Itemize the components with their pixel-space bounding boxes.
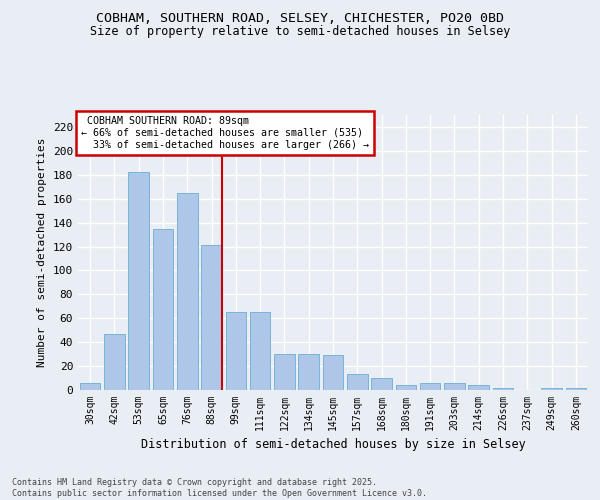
Bar (395, 385, 416, 390)
Text: Size of property relative to semi-detached houses in Selsey: Size of property relative to semi-detach… (90, 25, 510, 38)
Bar (420, 383, 440, 390)
Bar (80, 383, 100, 390)
Bar (323, 356, 343, 390)
Bar (347, 374, 368, 390)
Bar (566, 388, 586, 390)
Bar (152, 228, 173, 390)
Bar (274, 354, 295, 390)
Bar (226, 312, 246, 390)
Bar (201, 246, 222, 390)
Bar (128, 172, 149, 390)
Text: COBHAM, SOUTHERN ROAD, SELSEY, CHICHESTER, PO20 0BD: COBHAM, SOUTHERN ROAD, SELSEY, CHICHESTE… (96, 12, 504, 26)
Bar (493, 388, 514, 390)
Bar (104, 334, 125, 390)
X-axis label: Distribution of semi-detached houses by size in Selsey: Distribution of semi-detached houses by … (140, 438, 526, 452)
Bar (177, 192, 197, 390)
Bar (371, 378, 392, 390)
Bar (298, 354, 319, 390)
Text: COBHAM SOUTHERN ROAD: 89sqm
← 66% of semi-detached houses are smaller (535)
  33: COBHAM SOUTHERN ROAD: 89sqm ← 66% of sem… (80, 116, 368, 150)
Y-axis label: Number of semi-detached properties: Number of semi-detached properties (37, 138, 47, 367)
Bar (469, 385, 489, 390)
Bar (541, 388, 562, 390)
Bar (250, 312, 271, 390)
Bar (444, 383, 465, 390)
Text: Contains HM Land Registry data © Crown copyright and database right 2025.
Contai: Contains HM Land Registry data © Crown c… (12, 478, 427, 498)
